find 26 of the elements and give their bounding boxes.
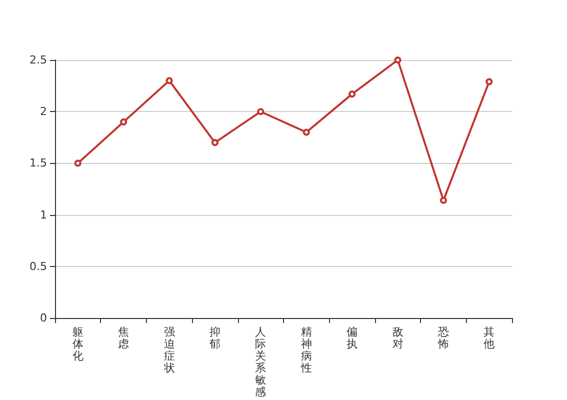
point — [120, 118, 128, 126]
x-tick-label: 敌对 — [392, 326, 404, 350]
x-tick-label: 精神病性 — [300, 326, 312, 374]
point — [166, 77, 173, 84]
point — [394, 56, 402, 64]
y-tick-label: 1.5 — [30, 156, 47, 170]
x-tick-label: 人际关系敏感 — [255, 326, 266, 398]
point — [440, 196, 447, 204]
point — [348, 90, 356, 98]
point — [74, 160, 82, 167]
x-tick-label: 强迫症状 — [162, 326, 175, 374]
point — [257, 108, 264, 116]
y-tick-label: 2 — [40, 105, 47, 118]
y-tick-label: 0.5 — [30, 260, 47, 273]
point — [302, 128, 310, 136]
y-tick-label: 0 — [40, 312, 47, 324]
point — [211, 139, 218, 146]
y-tick-label: 1 — [40, 208, 47, 222]
x-tick-label: 恐怖 — [436, 326, 449, 350]
x-tick-label: 躯体化 — [72, 326, 84, 362]
x-tick-label: 抑郁 — [209, 326, 220, 350]
point — [486, 78, 493, 86]
x-tick-label: 其他 — [484, 326, 495, 350]
x-tick-label: 焦虑 — [118, 326, 130, 350]
y-tick-label: 2.5 — [30, 54, 47, 66]
x-tick-label: 偏执 — [346, 326, 358, 350]
